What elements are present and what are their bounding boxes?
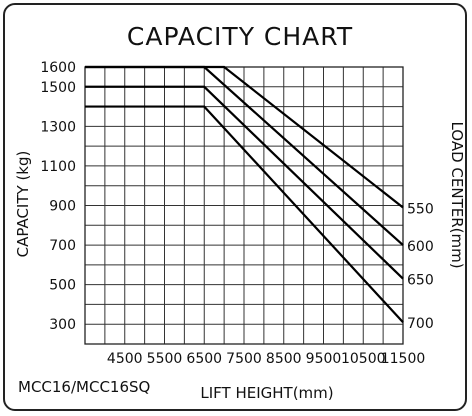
x-tick-label: 4500	[107, 351, 143, 367]
series-label-600: 600	[407, 239, 434, 255]
x-tick-label: 10500	[341, 351, 386, 367]
series-line-600	[85, 65, 404, 246]
series-line-700	[85, 105, 404, 323]
plot-border	[84, 66, 404, 345]
y-tick-label: 1100	[40, 159, 76, 175]
x-tick-label: 11500	[381, 351, 426, 367]
y-tick-label: 700	[49, 238, 76, 254]
series-labels: 550 600 650 700	[407, 201, 434, 332]
y-tick-label: 900	[49, 199, 76, 215]
series-line-650	[85, 85, 404, 280]
x-axis-label: LIFT HEIGHT(mm)	[200, 384, 333, 402]
chart-title: CAPACITY CHART	[127, 22, 353, 51]
chart-frame	[3, 3, 467, 411]
series-label-650: 650	[407, 273, 434, 289]
y-tick-label: 1500	[40, 80, 76, 96]
x-tick-label: 9500	[306, 351, 342, 367]
y-tick-labels: 300 500 700 900 1100 1300 1500 1600	[40, 60, 76, 333]
series-lines	[85, 65, 404, 323]
series-label-700: 700	[407, 316, 434, 332]
y-tick-label: 1600	[40, 60, 76, 76]
y-tick-label: 1300	[40, 119, 76, 135]
model-label: MCC16/MCC16SQ	[18, 378, 150, 396]
x-tick-label: 8500	[266, 351, 302, 367]
grid	[84, 66, 404, 345]
x-tick-label: 7500	[226, 351, 262, 367]
y-tick-label: 300	[49, 317, 76, 333]
y-tick-label: 500	[49, 278, 76, 294]
right-axis-label: LOAD CENTER(mm)	[448, 121, 466, 268]
series-label-550: 550	[407, 201, 434, 217]
x-tick-label: 6500	[186, 351, 222, 367]
y-axis-label: CAPACITY (kg)	[14, 151, 32, 258]
x-tick-label: 5500	[147, 351, 183, 367]
